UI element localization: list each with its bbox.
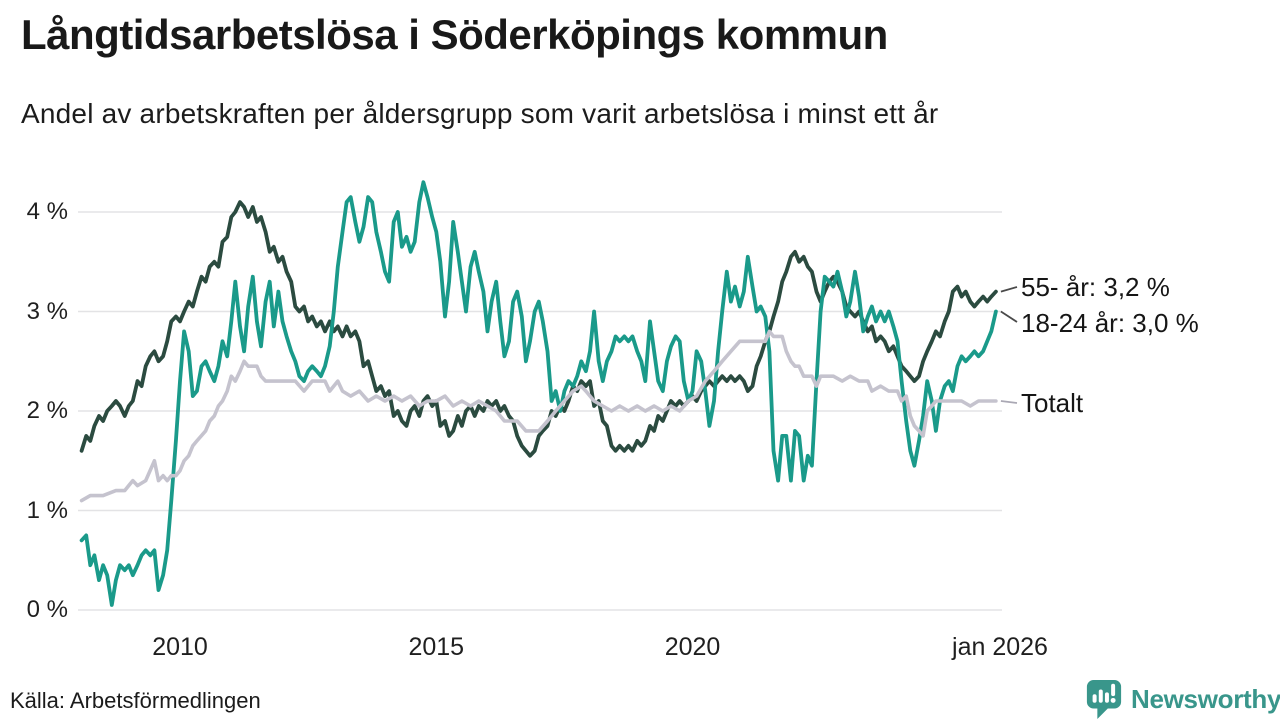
newsworthy-wordmark: Newsworthy: [1131, 683, 1280, 714]
y-axis-tick-label: 2 %: [26, 397, 68, 424]
y-axis-tick-label: 4 %: [26, 198, 68, 225]
bar-chart-pin-icon: [1086, 680, 1122, 719]
x-axis-tick-label: 2010: [152, 633, 208, 661]
label-connector: [1000, 310, 1018, 323]
x-axis-tick-label: 2015: [408, 633, 465, 661]
y-axis-tick-label: 1 %: [26, 496, 68, 524]
x-axis-tick-label: 2020: [664, 633, 721, 661]
series-line-1: [79, 180, 998, 607]
series-end-label-55-ar: 55- år: 3,2 %: [1021, 272, 1170, 302]
chart-subtitle: Andel av arbetskraften per åldersgrupp s…: [21, 98, 939, 129]
x-axis-tick-label: jan 2026: [952, 633, 1048, 661]
series-line-2: [79, 329, 998, 503]
source-note: Källa: Arbetsförmedlingen: [10, 688, 261, 713]
page-title: Långtidsarbetslösa i Söderköpings kommun: [21, 11, 888, 58]
series-end-label-totalt: Totalt: [1021, 388, 1084, 418]
series-end-label-18-24-ar: 18-24 år: 3,0 %: [1021, 308, 1199, 338]
label-connector: [1000, 400, 1018, 404]
series-line-0: [79, 200, 998, 458]
y-axis-tick-label: 3 %: [26, 297, 68, 325]
y-axis-tick-label: 0 %: [26, 596, 68, 623]
label-connector: [1000, 286, 1018, 293]
newsworthy-logo: Newsworthy: [1085, 678, 1280, 720]
